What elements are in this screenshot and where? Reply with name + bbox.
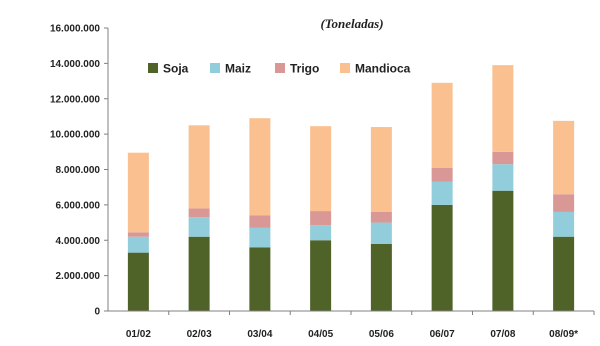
bar-segment-maiz bbox=[553, 211, 575, 237]
bar-segment-mandioca bbox=[492, 65, 514, 152]
bar-segment-soja bbox=[127, 252, 149, 311]
y-tick-label: 6.000.000 bbox=[56, 200, 101, 211]
bar-segment-trigo bbox=[553, 194, 575, 212]
legend: Soja Maiz Trigo Mandioca bbox=[148, 62, 411, 76]
y-tick-label: 12.000.000 bbox=[50, 94, 100, 105]
chart-subtitle: (Toneladas) bbox=[320, 16, 383, 31]
x-tick-label: 08/09* bbox=[549, 329, 578, 340]
x-tick-label: 06/07 bbox=[430, 329, 455, 340]
y-tick-label: 0 bbox=[94, 307, 100, 318]
bar-segment-trigo bbox=[188, 208, 210, 218]
bar-segment-trigo bbox=[370, 211, 392, 223]
legend-label-maiz: Maiz bbox=[225, 62, 251, 76]
bar-segment-mandioca bbox=[553, 120, 575, 195]
bar-segment-soja bbox=[188, 236, 210, 311]
x-tick-label: 03/04 bbox=[247, 329, 272, 340]
bar-segment-mandioca bbox=[310, 126, 332, 212]
bar-segment-maiz bbox=[188, 217, 210, 237]
bar-segment-mandioca bbox=[431, 82, 453, 168]
x-tick-label: 02/03 bbox=[187, 329, 212, 340]
legend-label-soja: Soja bbox=[163, 62, 189, 76]
bar-segment-maiz bbox=[370, 222, 392, 244]
bar-segment-maiz bbox=[310, 225, 332, 241]
bar-segment-soja bbox=[553, 236, 575, 311]
bar-segment-mandioca bbox=[249, 118, 271, 216]
bar-segment-trigo bbox=[431, 167, 453, 182]
y-axis: 0 2.000.000 4.000.000 6.000.000 8.000.000 10.… bbox=[50, 24, 109, 318]
y-tick-label: 10.000.000 bbox=[50, 130, 100, 141]
bars bbox=[127, 65, 575, 311]
bar-segment-mandioca bbox=[188, 125, 210, 209]
x-tick-label: 01/02 bbox=[126, 329, 151, 340]
x-tick-label: 04/05 bbox=[308, 329, 333, 340]
y-tick-label: 14.000.000 bbox=[50, 59, 100, 70]
legend-label-mandioca: Mandioca bbox=[355, 62, 411, 76]
bar-segment-trigo bbox=[492, 151, 514, 165]
bar-segment-soja bbox=[492, 190, 514, 311]
bar-segment-maiz bbox=[431, 181, 453, 205]
legend-swatch-soja bbox=[148, 63, 158, 73]
bar-segment-maiz bbox=[249, 227, 271, 248]
bar-segment-maiz bbox=[492, 164, 514, 191]
y-tick-label: 2.000.000 bbox=[56, 271, 101, 282]
y-tick-label: 8.000.000 bbox=[56, 165, 101, 176]
bar-segment-mandioca bbox=[127, 152, 149, 233]
bar-segment-soja bbox=[310, 240, 332, 311]
y-tick-label: 4.000.000 bbox=[56, 236, 101, 247]
bar-segment-trigo bbox=[127, 232, 149, 237]
bar-segment-trigo bbox=[310, 211, 332, 226]
x-axis: 01/02 02/03 03/04 04/05 05/06 06/07 07/08 08/09… bbox=[108, 310, 595, 340]
bar-segment-soja bbox=[370, 243, 392, 311]
bar-segment-trigo bbox=[249, 215, 271, 228]
x-tick-label: 07/08 bbox=[490, 329, 515, 340]
bar-segment-mandioca bbox=[370, 127, 392, 212]
y-tick-label: 16.000.000 bbox=[50, 24, 100, 35]
bar-segment-maiz bbox=[127, 236, 149, 253]
legend-swatch-trigo bbox=[275, 63, 285, 73]
legend-label-trigo: Trigo bbox=[290, 62, 319, 76]
x-tick-label: 05/06 bbox=[369, 329, 394, 340]
legend-swatch-maiz bbox=[210, 63, 220, 73]
bar-segment-soja bbox=[431, 204, 453, 311]
bar-segment-soja bbox=[249, 247, 271, 311]
legend-swatch-mandioca bbox=[340, 63, 350, 73]
